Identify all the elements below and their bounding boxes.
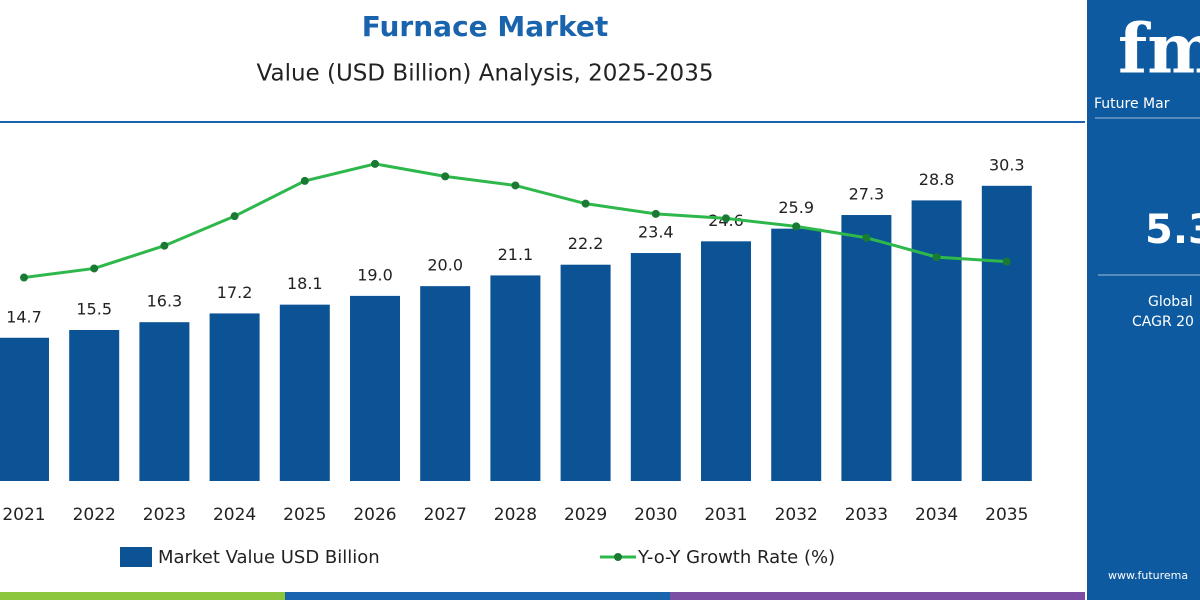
footer-strip (285, 592, 670, 600)
value-label: 22.2 (568, 234, 604, 253)
x-tick-label: 2023 (143, 505, 186, 525)
line-point (160, 241, 169, 250)
region: Global (1148, 294, 1193, 310)
line-point (20, 273, 28, 282)
line-point (722, 214, 730, 223)
bar (630, 253, 681, 481)
bar (209, 313, 260, 481)
value-label: 19.0 (357, 265, 393, 284)
x-tick-label: 2029 (564, 505, 607, 525)
x-tick-label: 2030 (634, 505, 677, 525)
value-label: 30.3 (989, 155, 1025, 174)
value-label: 17.2 (217, 283, 253, 302)
legend-swatch (120, 547, 152, 567)
value-label: 25.9 (778, 198, 814, 217)
bar (701, 241, 751, 481)
bar (560, 264, 611, 481)
x-tick-label: 2026 (353, 505, 396, 525)
x-tick-label: 2034 (915, 505, 958, 525)
website: www.futurema (1108, 569, 1188, 582)
bar (981, 185, 1032, 481)
value-label: 28.8 (919, 170, 955, 189)
line-point (371, 159, 379, 168)
cagr-label: CAGR 20 (1132, 314, 1194, 330)
x-tick-label: 2035 (985, 505, 1028, 525)
line-point (230, 212, 239, 221)
value-label: 23.4 (638, 223, 674, 242)
legend-label: Market Value USD Billion (158, 547, 380, 568)
x-tick-label: 2025 (283, 505, 326, 525)
line-point (90, 264, 99, 273)
value-label: 20.0 (427, 256, 463, 275)
x-tick-label: 2027 (424, 505, 467, 525)
bar (350, 295, 400, 481)
bar (420, 286, 471, 481)
line-point (1002, 257, 1011, 266)
legend-label: Y-o-Y Growth Rate (%) (637, 547, 835, 568)
value-label: 16.3 (147, 292, 183, 311)
side-panel (1087, 0, 1200, 600)
footer-strip (670, 592, 1085, 600)
x-tick-label: 2021 (2, 505, 45, 525)
bar (0, 337, 49, 481)
line-point (441, 172, 450, 181)
logo: fmi (1118, 10, 1200, 90)
line-point (651, 209, 660, 218)
x-tick-label: 2028 (494, 505, 537, 525)
x-tick-label: 2031 (704, 505, 747, 525)
x-tick-label: 2024 (213, 505, 256, 525)
value-label: 18.1 (287, 274, 323, 293)
chart-title: Furnace Market (362, 10, 608, 43)
footer-strip (0, 592, 285, 600)
value-label: 15.5 (76, 299, 112, 318)
legend-swatch (614, 553, 622, 561)
line-point (792, 222, 801, 231)
brand: Future Mar (1094, 96, 1170, 112)
value-label: 21.1 (498, 245, 534, 264)
chart-subtitle: Value (USD Billion) Analysis, 2025-2035 (257, 61, 714, 87)
bar (69, 329, 120, 481)
x-tick-label: 2022 (73, 505, 116, 525)
line-point (511, 181, 520, 190)
line-point (862, 233, 871, 242)
value-label: 27.3 (849, 185, 885, 204)
line-point (581, 199, 590, 208)
bar (490, 275, 541, 481)
bar (911, 200, 962, 482)
bar (771, 228, 822, 481)
bar (841, 215, 892, 481)
cagr-value: 5.3 (1145, 207, 1200, 253)
bar (279, 304, 330, 481)
x-tick-label: 2033 (845, 505, 888, 525)
x-tick-label: 2032 (775, 505, 818, 525)
line-point (300, 176, 309, 185)
bar (139, 322, 190, 481)
value-label: 14.7 (6, 307, 42, 326)
line-point (932, 253, 941, 262)
